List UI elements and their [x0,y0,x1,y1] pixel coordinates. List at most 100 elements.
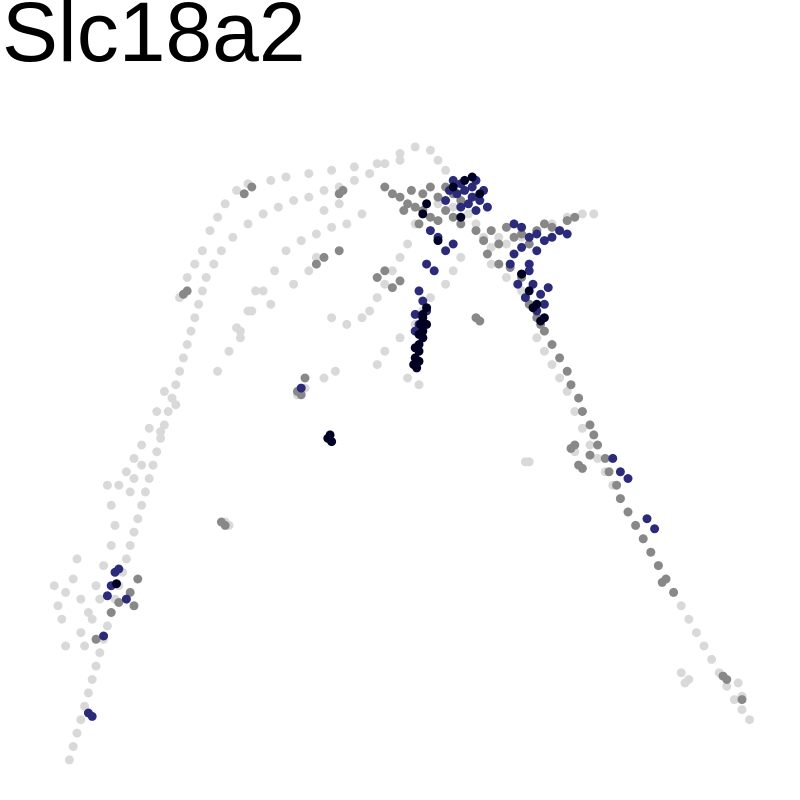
data-point [76,628,86,638]
data-point [733,678,743,688]
data-point [372,273,382,282]
data-point [213,212,223,222]
data-point [612,480,622,490]
data-point [87,675,97,684]
data-point [102,621,112,631]
data-point [243,306,253,316]
data-point [410,343,420,353]
data-point [247,182,257,192]
data-point [171,400,181,410]
data-point [327,222,337,232]
data-point [528,279,538,289]
data-point [110,520,120,530]
data-point [517,242,527,252]
data-point [441,206,451,215]
data-point [91,634,101,644]
data-point [327,165,337,175]
data-point [425,293,435,303]
data-point [201,273,211,282]
data-point [562,386,572,396]
data-point [585,420,595,430]
data-point [266,175,276,185]
data-point [156,433,166,443]
data-point [471,313,481,323]
data-point [87,614,97,624]
data-point [380,346,390,356]
data-point [600,453,610,463]
data-point [83,708,93,718]
data-point [387,266,397,276]
data-point [76,594,86,604]
data-point [532,333,542,343]
data-point [319,252,329,262]
data-point [456,252,466,262]
data-point [441,279,451,289]
data-point [156,427,166,437]
data-point [395,192,405,202]
data-point [418,296,428,306]
data-point [349,162,359,172]
data-point [112,579,121,589]
data-point [577,407,587,416]
data-point [209,259,219,269]
data-point [80,641,90,651]
data-point [441,165,451,175]
data-point [99,561,109,571]
data-point [334,199,344,209]
data-point [547,340,557,349]
data-point [330,366,340,376]
data-point [129,453,139,463]
data-point [148,460,158,470]
data-point [517,269,527,279]
data-point [585,440,595,450]
series-low [49,142,755,765]
data-point [304,169,314,179]
data-point [570,440,580,450]
data-point [152,407,162,416]
data-point [433,192,443,202]
data-point [213,366,223,376]
data-point [722,681,732,691]
data-point [167,393,177,403]
data-point [61,641,71,651]
data-point [456,196,466,205]
data-point [387,189,397,199]
data-point [144,474,154,483]
data-point [501,222,511,232]
data-point [251,286,261,296]
data-point [737,695,747,705]
data-point [311,229,321,239]
data-point [114,598,124,607]
data-point [197,286,207,296]
data-point [395,149,405,158]
data-point [395,155,405,165]
data-point [422,199,432,209]
data-point [129,474,139,483]
data-point [235,333,245,343]
data-point [555,373,565,383]
data-point [509,219,519,229]
data-point [536,289,546,299]
data-point [133,514,143,524]
data-point [403,373,413,383]
data-point [102,480,112,490]
data-point [311,252,321,262]
data-point [395,252,405,262]
data-point [68,574,78,584]
data-point [194,299,204,309]
data-point [220,520,230,530]
data-point [76,715,86,725]
data-point [482,249,492,259]
data-point [589,209,599,219]
data-point [273,202,283,212]
data-point [91,661,101,671]
data-point [467,192,477,202]
data-point [532,299,542,309]
data-point [380,159,390,169]
data-point [460,175,470,185]
data-point [722,675,732,684]
data-point [574,460,584,470]
data-point [338,185,348,195]
data-point [562,366,572,376]
